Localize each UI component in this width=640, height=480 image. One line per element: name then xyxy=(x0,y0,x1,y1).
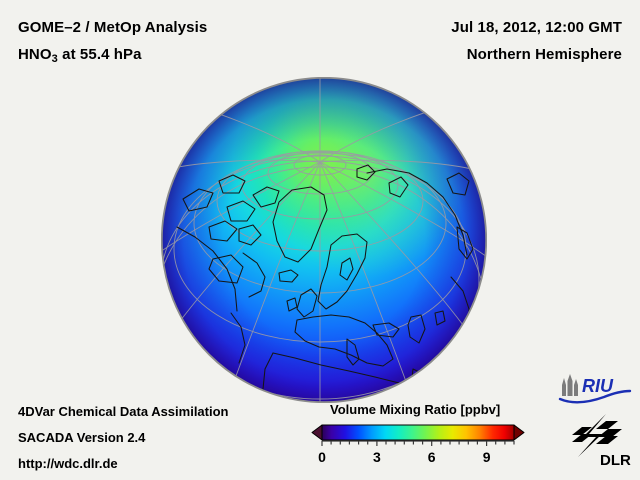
dlr-logo: DLR xyxy=(566,411,634,469)
colorbar-ticks xyxy=(321,440,515,446)
method-label: 4DVar Chemical Data Assimilation xyxy=(18,404,229,419)
riu-wordmark: RIU xyxy=(582,376,614,396)
species-title: HNO3 at 55.4 hPa xyxy=(18,46,142,65)
species-formula-subscript: 3 xyxy=(51,53,58,65)
colorbar-high-cap xyxy=(513,424,525,441)
species-pressure-level: at 55.4 hPa xyxy=(57,46,142,63)
website-url: http://wdc.dlr.de xyxy=(18,456,118,471)
colorbar-title: Volume Mixing Ratio [ppbv] xyxy=(330,402,501,417)
globe-data-field xyxy=(162,78,486,402)
hemisphere-label: Northern Hemisphere xyxy=(466,46,622,63)
colorbar-tick-label-0: 0 xyxy=(318,449,326,465)
globe-rim xyxy=(161,77,487,403)
instrument-title: GOME–2 / MetOp Analysis xyxy=(18,19,208,36)
globe-map xyxy=(161,77,487,403)
colorbar: 0 3 6 9 xyxy=(310,420,526,470)
version-label: SACADA Version 2.4 xyxy=(18,430,146,445)
dlr-wordmark: DLR xyxy=(600,452,631,469)
colorbar-gradient xyxy=(321,424,515,441)
species-formula-main: HNO xyxy=(18,46,52,63)
riu-logo: RIU xyxy=(558,372,632,406)
colorbar-tick-label-6: 6 xyxy=(428,449,436,465)
datetime-label: Jul 18, 2012, 12:00 GMT xyxy=(451,19,622,36)
colorbar-low-cap xyxy=(311,424,323,441)
colorbar-tick-label-9: 9 xyxy=(483,449,491,465)
riu-spires-icon xyxy=(562,374,578,396)
riu-swoosh-icon xyxy=(558,389,632,404)
dlr-emblem-icon xyxy=(572,414,622,457)
colorbar-tick-label-3: 3 xyxy=(373,449,381,465)
